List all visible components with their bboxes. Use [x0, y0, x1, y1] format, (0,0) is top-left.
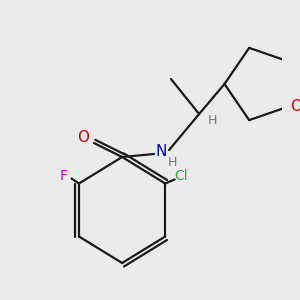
Text: N: N: [156, 145, 167, 160]
Text: H: H: [168, 155, 178, 169]
Text: O: O: [78, 130, 90, 145]
Text: F: F: [60, 169, 68, 182]
Text: H: H: [208, 113, 217, 127]
Text: O: O: [291, 99, 300, 114]
Text: Cl: Cl: [174, 169, 188, 182]
